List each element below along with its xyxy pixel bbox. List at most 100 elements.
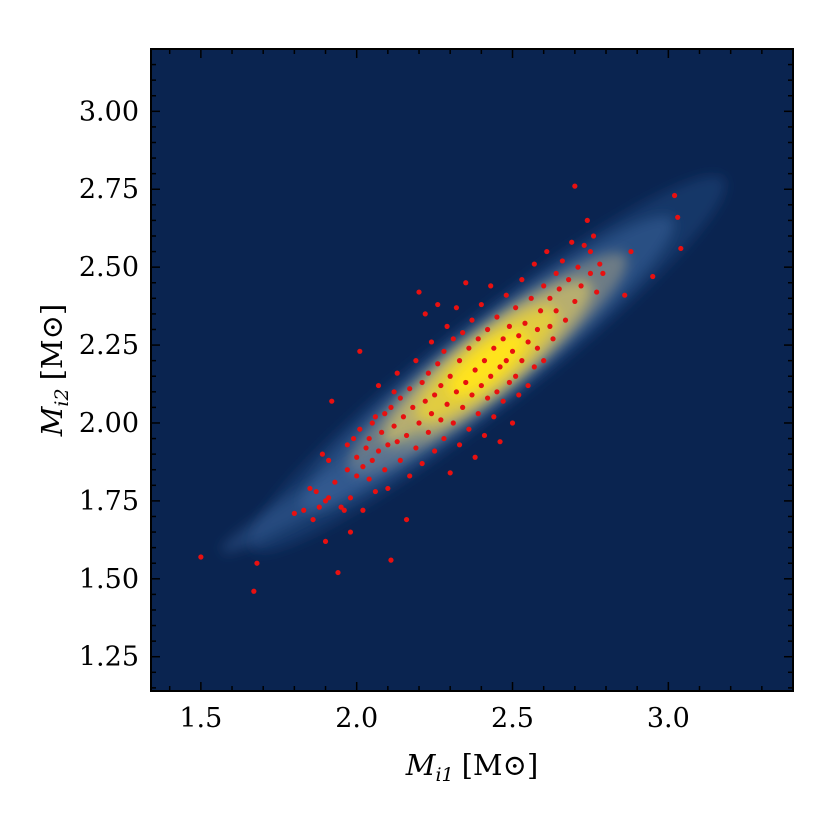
scatter-point xyxy=(463,379,469,386)
scatter-point xyxy=(251,588,257,594)
scatter-point xyxy=(484,395,491,401)
scatter-point xyxy=(419,460,425,467)
scatter-point xyxy=(622,292,628,298)
scatter-point xyxy=(509,348,516,354)
scatter-point xyxy=(354,473,360,479)
scatter-point xyxy=(407,386,413,392)
scatter-point xyxy=(441,348,447,354)
scatter-point xyxy=(500,336,506,342)
scatter-point xyxy=(360,507,366,513)
scatter-point xyxy=(503,358,509,364)
scatter-point xyxy=(463,280,469,286)
scatter-point xyxy=(553,270,559,276)
scatter-point xyxy=(326,495,332,501)
scatter-point xyxy=(435,301,441,308)
scatter-point xyxy=(456,442,463,448)
scatter-point xyxy=(403,516,410,523)
y-tick-label: 1.25 xyxy=(79,642,139,673)
scatter-point xyxy=(506,379,512,386)
scatter-point xyxy=(497,439,503,445)
scatter-point xyxy=(453,305,460,311)
scatter-point xyxy=(379,429,385,435)
scatter-point xyxy=(578,283,584,289)
scatter-point xyxy=(534,345,541,351)
scatter-point xyxy=(428,339,435,345)
y-tick-label: 2.50 xyxy=(79,252,139,283)
scatter-point xyxy=(513,305,519,311)
scatter-point xyxy=(475,336,481,342)
scatter-point xyxy=(516,392,522,398)
scatter-point xyxy=(432,392,438,398)
scatter-point xyxy=(347,495,354,501)
scatter-point xyxy=(313,488,319,495)
scatter-point xyxy=(469,317,475,323)
scatter-point xyxy=(494,314,500,320)
scatter-point xyxy=(466,426,472,432)
scatter-point xyxy=(357,348,363,354)
scatter-point xyxy=(372,414,378,420)
scatter-point xyxy=(363,445,369,451)
scatter-point xyxy=(316,504,322,510)
scatter-point xyxy=(375,448,382,454)
scatter-point xyxy=(569,239,575,245)
scatter-point xyxy=(425,370,431,376)
scatter-point xyxy=(541,283,547,289)
scatter-point xyxy=(675,214,681,220)
scatter-point xyxy=(650,273,656,280)
scatter-point xyxy=(341,507,347,513)
scatter-point xyxy=(600,270,606,276)
y-tick-label: 2.75 xyxy=(79,174,139,205)
scatter-point xyxy=(344,442,350,448)
scatter-point xyxy=(469,392,475,398)
scatter-point xyxy=(382,467,388,473)
scatter-point xyxy=(350,435,357,442)
scatter-point xyxy=(326,457,332,463)
y-tick-label: 2.25 xyxy=(79,330,139,361)
scatter-point xyxy=(447,373,453,379)
scatter-point xyxy=(484,326,491,333)
x-tick-label: 2.0 xyxy=(335,703,378,734)
scatter-point xyxy=(562,317,569,323)
scatter-point xyxy=(344,467,350,473)
y-tick-label: 2.00 xyxy=(79,408,139,439)
y-tick-label: 1.75 xyxy=(79,486,139,517)
scatter-point xyxy=(544,248,550,255)
scatter-point xyxy=(575,264,581,270)
scatter-point xyxy=(438,382,444,389)
x-tick-labels: 1.5 2.0 2.5 3.0 xyxy=(179,703,689,734)
scatter-point xyxy=(509,420,516,426)
y-tick-label: 1.50 xyxy=(79,564,139,595)
scatter-point xyxy=(506,323,512,329)
scatter-point xyxy=(410,404,416,410)
scatter-point xyxy=(322,538,329,545)
scatter-point xyxy=(566,277,572,283)
scatter-point xyxy=(481,432,488,439)
scatter-point xyxy=(435,361,441,367)
scatter-point xyxy=(357,426,363,432)
scatter-point xyxy=(531,364,537,370)
scatter-point xyxy=(453,389,460,395)
scatter-point xyxy=(407,473,413,479)
scatter-point xyxy=(516,333,522,339)
scatter-point xyxy=(388,404,394,410)
scatter-point xyxy=(450,420,456,426)
scatter-point xyxy=(475,411,481,417)
axis-ticks xyxy=(151,48,794,691)
scatter-point xyxy=(519,358,525,364)
density-heatmap xyxy=(221,175,726,553)
scatter-point xyxy=(385,485,391,492)
scatter-point xyxy=(460,330,466,336)
scatter-point xyxy=(584,217,590,224)
scatter-point xyxy=(581,242,587,248)
scatter-point xyxy=(403,432,410,439)
scatter-point xyxy=(572,298,578,305)
scatter-point xyxy=(432,448,438,454)
scatter-point xyxy=(472,454,478,460)
scatter-point xyxy=(456,358,463,364)
scatter-point xyxy=(528,295,534,301)
scatter-point xyxy=(556,286,562,292)
scatter-point xyxy=(494,389,500,395)
scatter-points xyxy=(198,183,684,594)
scatter-point xyxy=(354,454,360,460)
